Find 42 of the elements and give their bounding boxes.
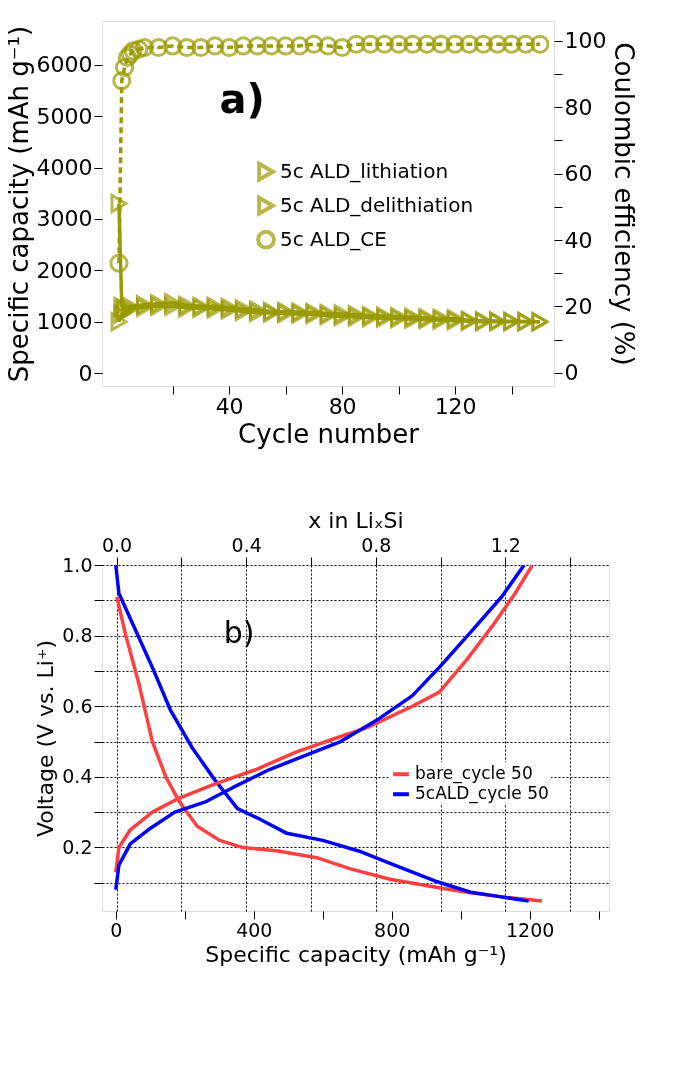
y2-tick-label: 60 [564, 161, 593, 187]
y-tick-label: 1.0 [62, 553, 93, 576]
x-tick-label: 40 [215, 393, 244, 419]
x2-tick-label: 1.2 [490, 533, 521, 556]
y-axis-title: Voltage (V vs. Li⁺) [33, 639, 59, 838]
y2-tick-label: 40 [564, 227, 593, 253]
y2-tick-label: 80 [564, 94, 593, 120]
y2-axis-title: Coulombic efficiency (%) [609, 42, 640, 366]
legend-label: 5c ALD_delithiation [280, 192, 474, 217]
x2-tick-label: 0.0 [101, 533, 133, 556]
y-tick-label: 5000 [36, 103, 93, 129]
y2-tick-label: 20 [564, 293, 593, 319]
x-tick-label: 400 [236, 918, 273, 941]
legend-label: bare_cycle 50 [415, 763, 533, 785]
y2-tick-label: 0 [564, 360, 579, 386]
x-axis-title: Cycle number [238, 418, 420, 449]
y-tick-label: 0.8 [62, 624, 93, 647]
legend-label: 5cALD_cycle 50 [415, 783, 549, 805]
y-tick-label: 0.4 [62, 765, 93, 788]
y-tick-label: 0.6 [62, 694, 93, 717]
annotation: b) [223, 615, 255, 651]
y-tick-label: 4000 [36, 155, 93, 181]
legend-label: 5c ALD_lithiation [280, 158, 449, 183]
y-tick-label: 1000 [36, 309, 93, 335]
y2-tick-label: 100 [564, 28, 607, 54]
y-tick-label: 0 [78, 360, 93, 386]
x2-tick-label: 0.4 [231, 533, 262, 556]
x-tick-label: 120 [434, 393, 477, 419]
y-tick-label: 6000 [36, 52, 93, 78]
x2-axis-title: x in LiₓSi [308, 507, 404, 533]
y-tick-label: 3000 [36, 206, 93, 232]
x-axis-title: Specific capacity (mAh g⁻¹) [205, 941, 507, 967]
annotation: a) [219, 76, 265, 123]
y-tick-label: 2000 [36, 257, 93, 283]
x-tick-label: 800 [374, 918, 411, 941]
y-tick-label: 0.2 [62, 835, 93, 858]
x-tick-label: 1200 [505, 918, 555, 941]
x-tick-label: 80 [328, 393, 357, 419]
y-axis-title: Specific capacity (mAh g⁻¹) [3, 25, 34, 383]
x2-tick-label: 0.8 [361, 533, 392, 556]
x-tick-label: 0 [110, 918, 123, 941]
legend-label: 5c ALD_CE [280, 226, 387, 251]
